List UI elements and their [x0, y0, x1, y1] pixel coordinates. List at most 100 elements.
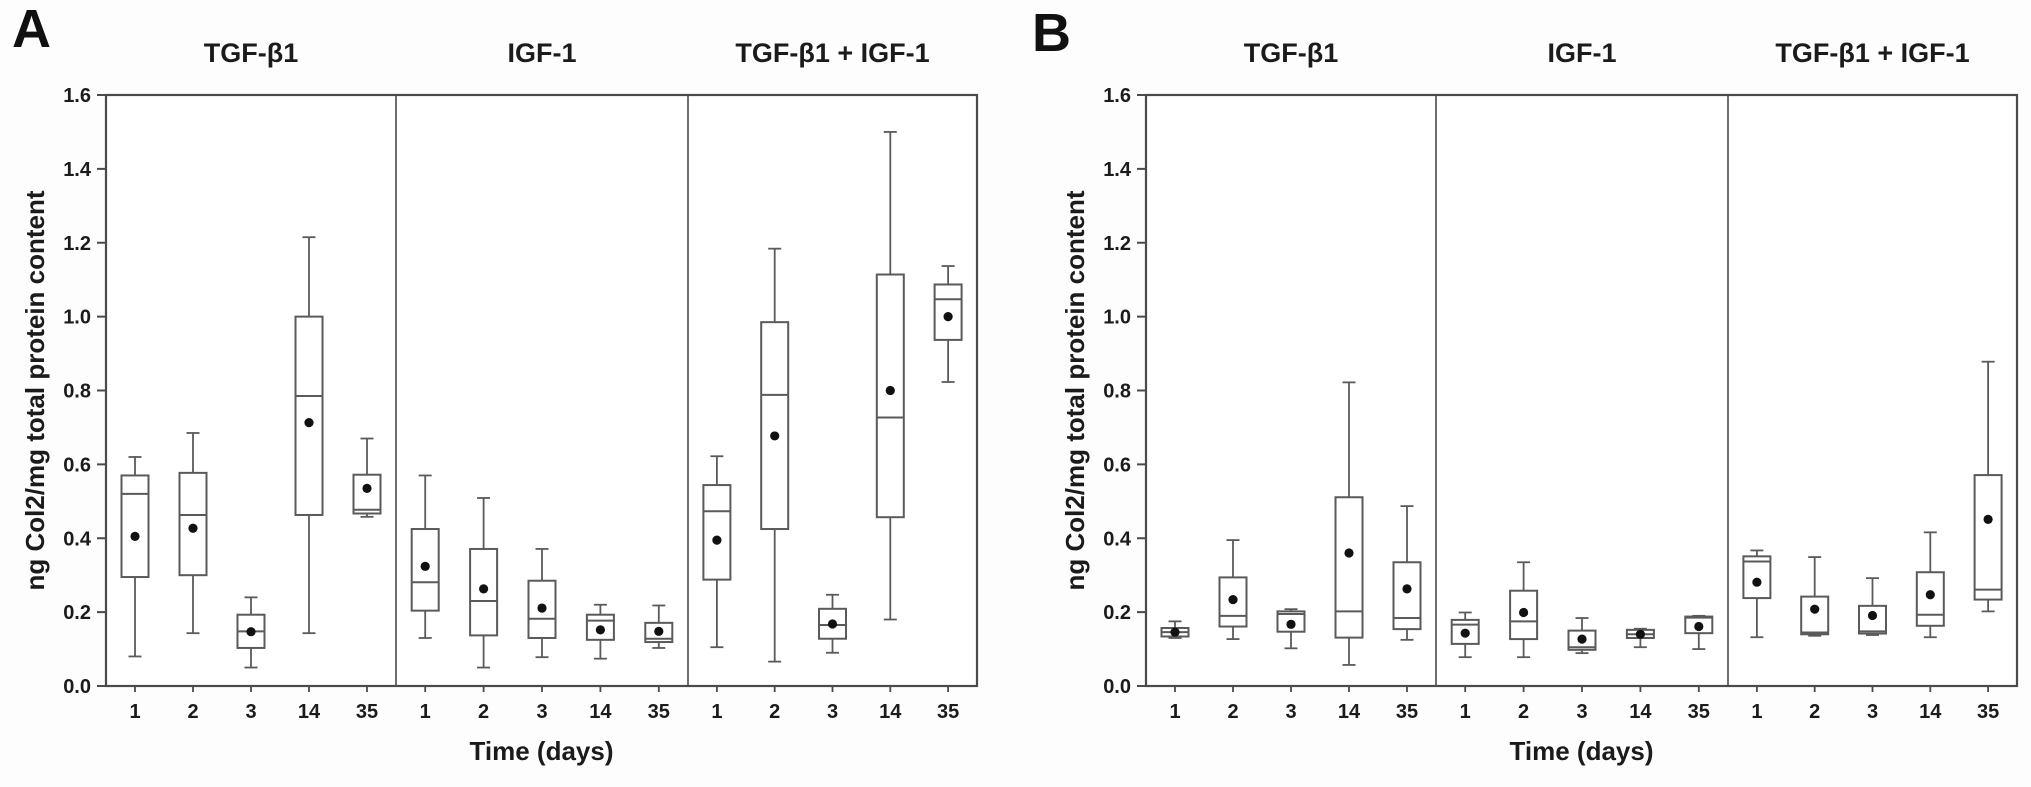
mean-dot	[885, 385, 895, 396]
box-plot: 35	[933, 265, 963, 723]
box-plot: 1	[1450, 611, 1480, 723]
x-tick-label: 1	[1460, 701, 1471, 723]
iqr-box	[1973, 474, 2003, 601]
x-tick-label: 2	[1518, 701, 1529, 723]
iqr-box	[875, 273, 905, 519]
x-tick-label: 35	[356, 701, 378, 723]
x-tick-label: 14	[589, 701, 612, 723]
mean-dot	[1228, 594, 1238, 605]
mean-dot	[479, 584, 489, 594]
y-tick-label: 1.6	[1103, 85, 1131, 107]
x-axis-label: Time (days)	[469, 736, 613, 766]
group-title: TGF-β1 + IGF-1	[735, 38, 929, 68]
mean-dot	[304, 418, 314, 428]
y-tick-label: 0.6	[63, 454, 91, 476]
mean-dot	[1286, 619, 1296, 629]
box-plot: 35	[352, 437, 382, 723]
mean-dot	[770, 431, 780, 441]
x-tick-label: 2	[478, 701, 489, 723]
y-tick-label: 0.0	[1103, 676, 1131, 698]
box-plot: 1	[702, 455, 732, 723]
box-plot: 3	[1858, 577, 1887, 723]
iqr-box	[1334, 496, 1364, 639]
mean-dot	[1460, 628, 1470, 638]
box-plot: 35	[1392, 505, 1422, 723]
mean-dot	[654, 626, 664, 636]
x-tick-label: 2	[1227, 701, 1238, 723]
y-tick-label: 0.8	[1103, 381, 1131, 403]
box-plot: 3	[236, 596, 266, 723]
panel-b-chart: 0.0 0.2 0.4 0.6 0.8 1.0 1.2 1.4 1.6 ng Col2/mg to…	[1060, 38, 2019, 766]
x-tick-label: 1	[711, 701, 722, 723]
y-tick-label: 0.2	[1103, 602, 1131, 624]
box-plot: 14	[1334, 381, 1364, 723]
iqr-box	[120, 474, 150, 579]
y-tick-label: 0.0	[63, 676, 91, 698]
y-tick-label: 1.0	[1103, 307, 1131, 329]
box-plot: 14	[585, 603, 615, 723]
box-plot: 2	[178, 432, 208, 723]
box-plot: 2	[1800, 556, 1830, 723]
x-tick-label: 2	[187, 701, 198, 723]
x-tick-label: 35	[1688, 701, 1710, 723]
y-tick-label: 1.2	[63, 233, 91, 255]
mean-dot	[420, 561, 430, 571]
iqr-box	[702, 484, 732, 581]
y-axis-label: ng Col2/mg total protein content	[1060, 190, 1090, 590]
box-plot: 2	[760, 247, 790, 723]
iqr-box	[1742, 555, 1772, 600]
mean-dot	[1810, 604, 1820, 614]
y-tick-label: 1.0	[63, 307, 91, 329]
y-tick-label: 0.4	[1103, 528, 1132, 550]
iqr-box	[410, 528, 440, 612]
iqr-box	[760, 321, 790, 531]
mean-dot	[130, 531, 140, 542]
box-plot: 14	[294, 236, 324, 723]
box-plot: 1	[1742, 549, 1772, 723]
mean-dot	[712, 535, 722, 545]
iqr-box	[1800, 595, 1830, 636]
mean-dot	[362, 483, 372, 493]
iqr-box	[352, 473, 382, 515]
y-tick-label: 1.6	[63, 85, 91, 107]
box-plot: 3	[1567, 617, 1597, 723]
group-title: TGF-β1	[1244, 38, 1338, 68]
box-plot: 1	[1160, 620, 1190, 723]
y-tick-label: 1.4	[63, 159, 92, 181]
y-tick-label: 0.8	[63, 381, 91, 403]
mean-dot	[246, 627, 256, 637]
x-tick-label: 14	[879, 701, 902, 723]
x-tick-label: 14	[1629, 701, 1652, 723]
x-tick-label: 3	[245, 701, 256, 723]
box-plot: 35	[644, 604, 674, 723]
mean-dot	[1577, 634, 1587, 644]
group-title: TGF-β1	[204, 38, 298, 68]
mean-dot	[537, 603, 547, 613]
box-plot: 3	[1276, 608, 1306, 723]
plot-frame	[1144, 93, 2019, 688]
box-plot: 1	[410, 474, 440, 723]
mean-dot	[1694, 621, 1704, 632]
group-title: IGF-1	[507, 38, 576, 68]
box-plot: 2	[1509, 561, 1539, 723]
iqr-box	[294, 315, 324, 516]
x-tick-label: 2	[1809, 701, 1820, 723]
box-plot: 3	[818, 593, 847, 723]
box-plot: 2	[469, 497, 499, 723]
x-tick-label: 35	[1396, 701, 1418, 723]
x-tick-label: 1	[1169, 701, 1180, 723]
box-plot: 14	[875, 131, 905, 723]
mean-dot	[827, 619, 838, 629]
y-axis-label: ng Col2/mg total protein content	[20, 190, 50, 590]
x-tick-label: 14	[298, 701, 321, 723]
x-tick-label: 3	[1285, 701, 1296, 723]
x-tick-label: 35	[648, 701, 670, 723]
x-tick-label: 1	[129, 701, 140, 723]
iqr-box	[1392, 561, 1422, 631]
y-tick-label: 1.4	[1103, 159, 1132, 181]
mean-dot	[1519, 607, 1529, 618]
y-tick-label: 0.6	[1103, 454, 1131, 476]
mean-dot	[943, 312, 953, 322]
